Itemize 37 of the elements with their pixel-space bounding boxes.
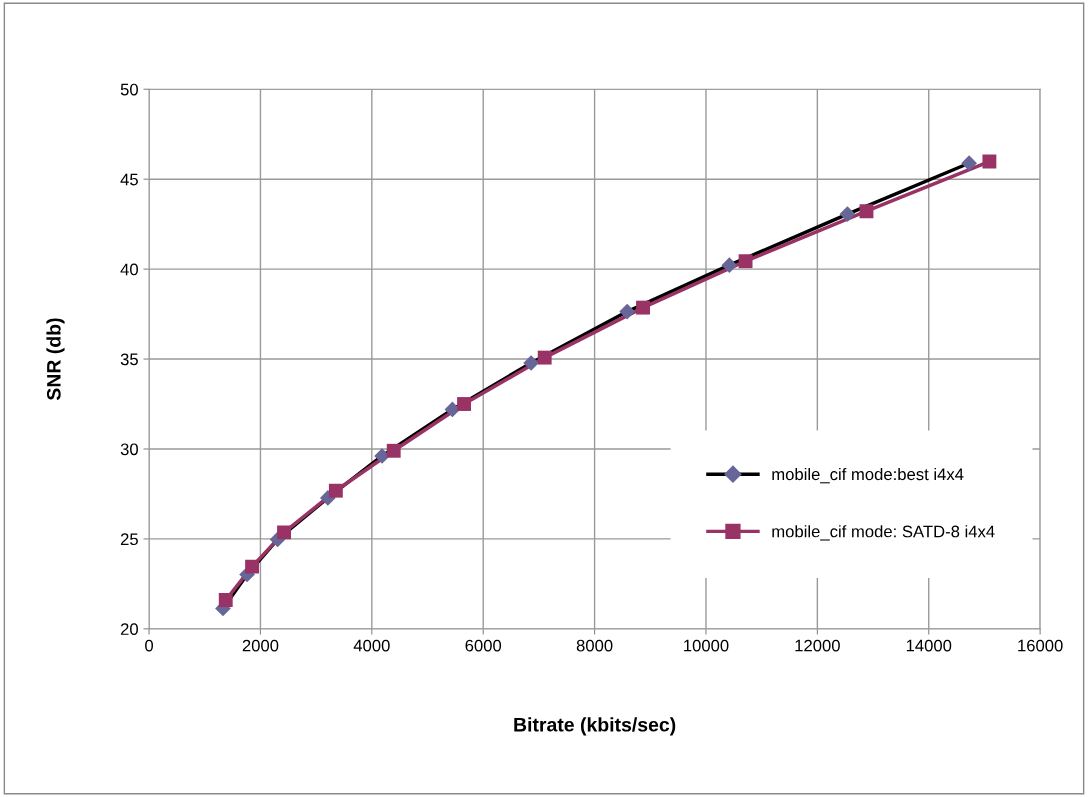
y-tick-label: 30 [120,443,138,456]
x-tick-label: 2000 [242,639,279,652]
legend-label: mobile_cif mode:best i4x4 [772,467,964,484]
y-tick-label: 40 [120,263,138,276]
point [457,397,471,411]
y-tick-label: 50 [120,83,138,96]
y-tick-label: 35 [120,353,138,366]
point [386,443,401,458]
point [328,483,343,498]
point [444,401,461,418]
point [839,206,856,222]
point [619,303,636,320]
x-tick-label: 6000 [465,639,502,652]
y-tick-label: 25 [120,533,138,546]
point [738,254,753,269]
x-tick-label: 10000 [684,639,729,652]
point [537,350,552,365]
x-tick-label: 8000 [576,639,613,652]
x-tick-label: 4000 [353,639,390,652]
legend-label: mobile_cif mode: SATD-8 i4x4 [772,525,995,541]
y-tick-label: 20 [120,623,138,636]
point [636,300,650,315]
point [982,154,997,169]
x-tick-label: 12000 [795,639,840,652]
x-tick-label: 0 [145,639,154,652]
point [721,257,738,274]
x-axis-title: Bitrate (kbits/sec) [514,717,676,736]
x-tick-label: 14000 [906,639,952,652]
y-axis-title: SNR (db) [46,318,65,401]
x-tick-label: 16000 [1018,639,1063,652]
point [859,204,874,219]
point [245,559,260,574]
point [523,355,539,371]
y-tick-label: 45 [120,173,138,186]
point [218,593,233,607]
point [277,525,291,540]
point [961,155,977,172]
